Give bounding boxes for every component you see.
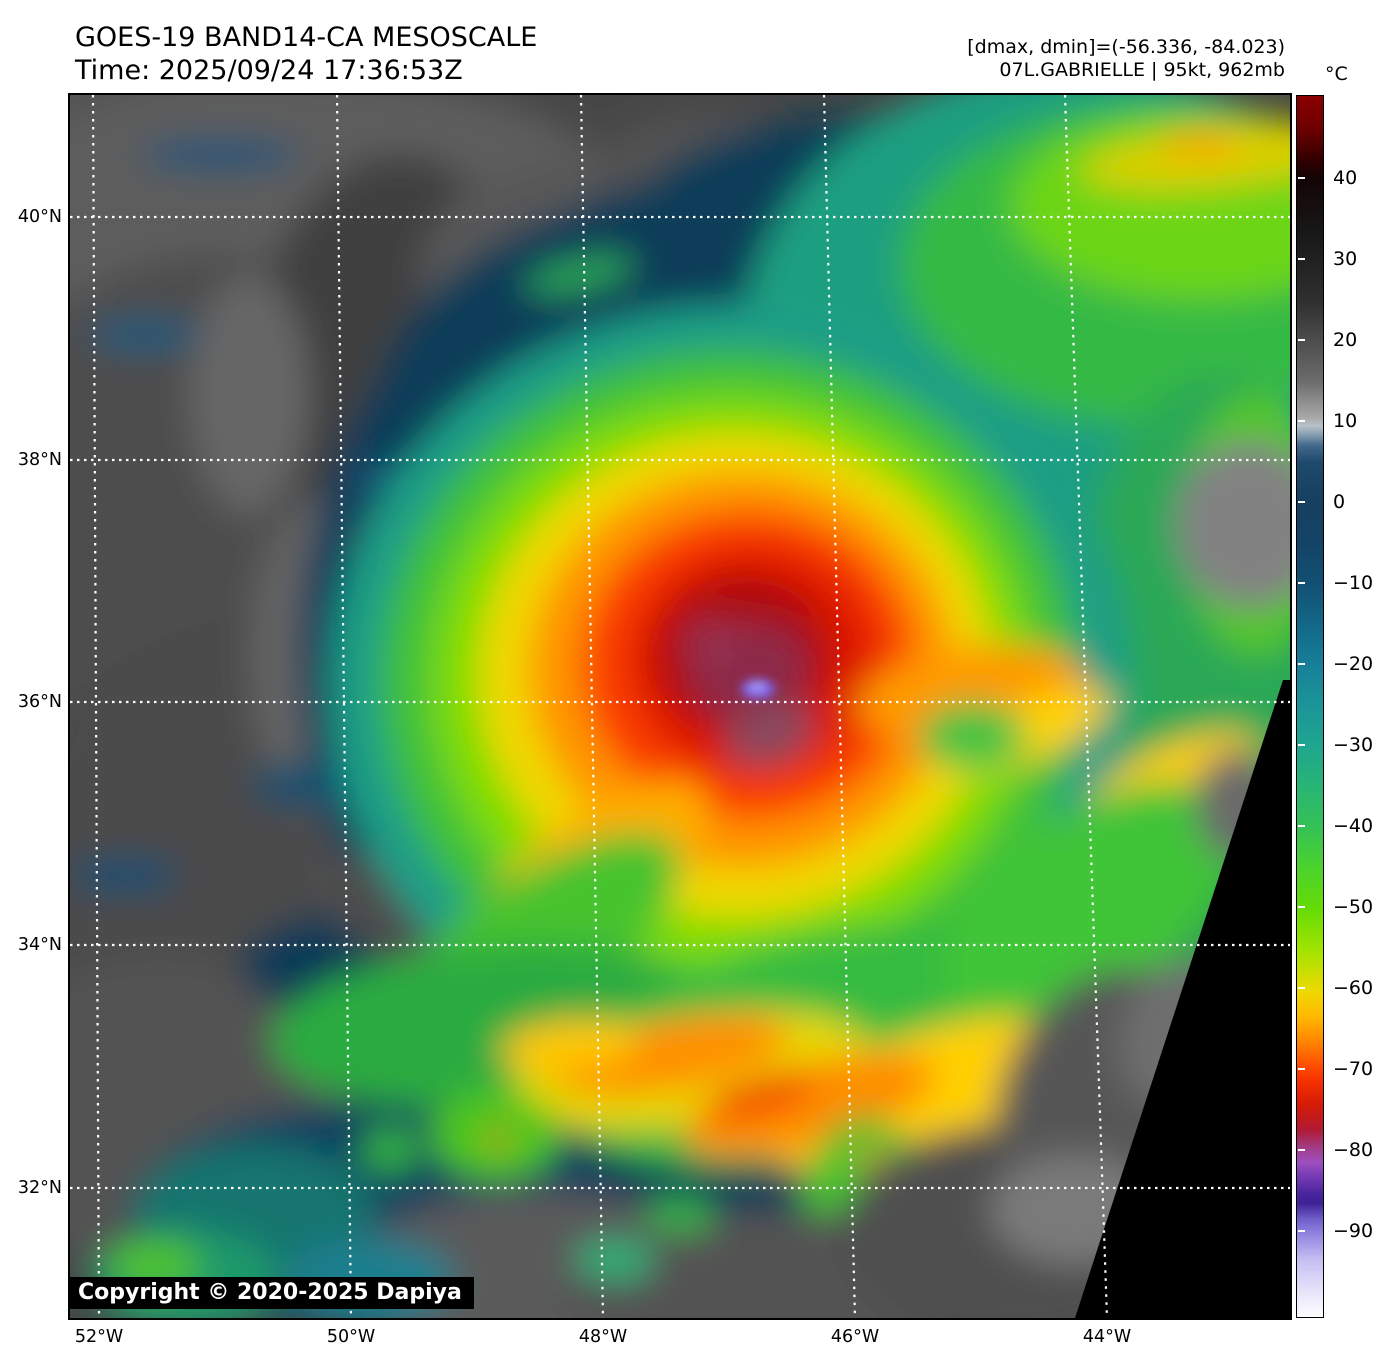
no-data-wedge: [1075, 680, 1290, 1318]
colorbar-label-30: 30: [1333, 248, 1358, 270]
satellite-map-panel: [68, 93, 1292, 1320]
colorbar-unit-label: °C: [1325, 63, 1348, 85]
colorbar-tick: [1298, 987, 1305, 989]
colorbar-label-m10: −10: [1333, 572, 1374, 594]
colorbar-label-m20: −20: [1333, 653, 1374, 675]
lon-label-46w: 46°W: [830, 1327, 880, 1347]
colorbar-tick: [1298, 825, 1305, 827]
lat-label-38n: 38°N: [17, 450, 62, 470]
timestamp: Time: 2025/09/24 17:36:53Z: [75, 55, 463, 86]
colorbar-tick: [1298, 501, 1305, 503]
colorbar-label-m90: −90: [1333, 1220, 1374, 1242]
colorbar-tick: [1298, 1068, 1305, 1070]
dmax-dmin-annotation: [dmax, dmin]=(-56.336, -84.023): [967, 36, 1285, 58]
colorbar-tick: [1298, 744, 1305, 746]
temperature-colorbar: [1296, 95, 1324, 1318]
lat-label-36n: 36°N: [17, 692, 62, 712]
colorbar-tick: [1298, 420, 1305, 422]
graticule-grid: [70, 95, 1290, 1318]
lon-label-44w: 44°W: [1082, 1327, 1132, 1347]
header-annotations: [dmax, dmin]=(-56.336, -84.023) 07L.GABR…: [967, 36, 1285, 82]
lon-label-48w: 48°W: [578, 1327, 628, 1347]
colorbar-tick: [1298, 906, 1305, 908]
colorbar-tick: [1298, 1149, 1305, 1151]
colorbar-label-0: 0: [1333, 491, 1346, 513]
lon-label-50w: 50°W: [326, 1327, 376, 1347]
colorbar-label-m40: −40: [1333, 815, 1374, 837]
lat-label-40n: 40°N: [17, 207, 62, 227]
colorbar-label-m30: −30: [1333, 734, 1374, 756]
colorbar-tick: [1298, 1230, 1305, 1232]
colorbar-label-20: 20: [1333, 329, 1358, 351]
page-title: GOES-19 BAND14-CA MESOSCALE: [75, 22, 538, 53]
colorbar-tick: [1298, 339, 1305, 341]
colorbar-tick: [1298, 258, 1305, 260]
colorbar-tick: [1298, 663, 1305, 665]
copyright-badge: Copyright © 2020-2025 Dapiya: [70, 1277, 474, 1309]
colorbar-label-40: 40: [1333, 167, 1358, 189]
lon-label-52w: 52°W: [74, 1327, 124, 1347]
lat-label-32n: 32°N: [17, 1178, 62, 1198]
cloud-field-layer: [70, 95, 1290, 1318]
colorbar-label-m50: −50: [1333, 896, 1374, 918]
colorbar-label-m80: −80: [1333, 1139, 1374, 1161]
colorbar-label-m70: −70: [1333, 1058, 1374, 1080]
colorbar-tick: [1298, 582, 1305, 584]
colorbar-label-10: 10: [1333, 410, 1358, 432]
colorbar-tick: [1298, 177, 1305, 179]
storm-info-annotation: 07L.GABRIELLE | 95kt, 962mb: [999, 59, 1285, 81]
satellite-scene: [70, 95, 1290, 1318]
storm-eye-cold-spot: [741, 679, 775, 699]
colorbar-label-m60: −60: [1333, 977, 1374, 999]
lat-label-34n: 34°N: [17, 935, 62, 955]
